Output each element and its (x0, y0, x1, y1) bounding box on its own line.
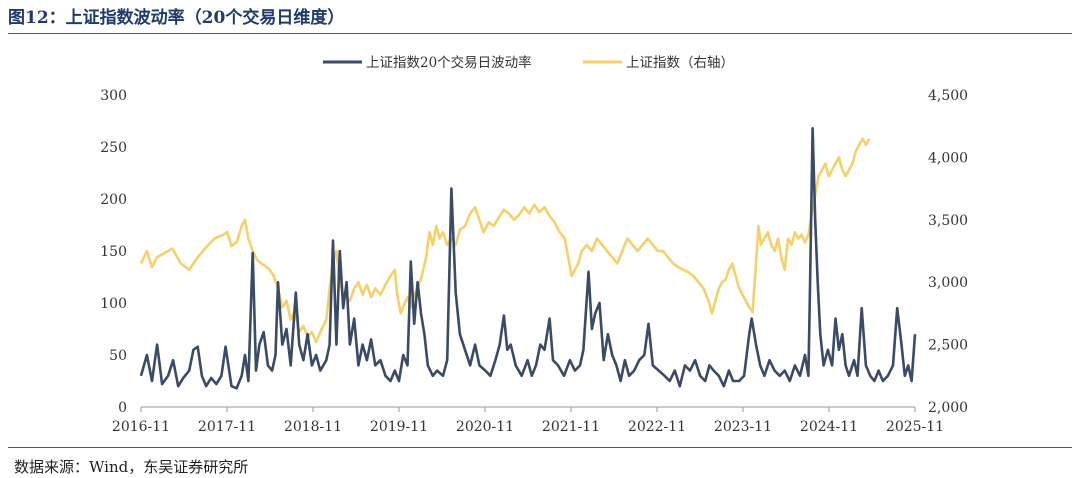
figure-title: 图12：上证指数波动率（20个交易日维度） (8, 8, 345, 28)
y-right-tick-label: 2,500 (928, 338, 968, 354)
top-rule (8, 33, 1072, 34)
bottom-rule (8, 447, 1072, 448)
x-tick-label: 2020-11 (456, 419, 514, 435)
y-left-tick-label: 300 (100, 88, 127, 104)
y-right-tick-label: 4,000 (928, 150, 968, 166)
y-left-tick-label: 250 (100, 140, 127, 156)
left-y-axis: 0 50 100 150 200 250 300 (100, 88, 127, 416)
right-y-axis: 2,000 2,500 3,000 3,500 4,000 4,500 (928, 88, 968, 416)
y-right-tick-label: 4,500 (928, 88, 968, 104)
x-tick-label: 2025-11 (886, 419, 944, 435)
legend-label-index: 上证指数（右轴） (626, 55, 734, 71)
x-tick-label: 2017-11 (198, 419, 256, 435)
y-right-tick-label: 3,000 (928, 275, 968, 291)
y-left-tick-label: 200 (100, 192, 127, 208)
series-line-volatility (139, 127, 917, 390)
x-tick-label: 2024-11 (800, 419, 858, 435)
legend: 上证指数20个交易日波动率 上证指数（右轴） (323, 54, 734, 71)
y-left-tick-label: 0 (118, 400, 127, 416)
x-tick-label: 2018-11 (284, 419, 342, 435)
legend-label-volatility: 上证指数20个交易日波动率 (366, 54, 532, 71)
x-tick-label: 2019-11 (370, 419, 428, 435)
x-tick-label: 2016-11 (112, 419, 170, 435)
x-tick-label: 2023-11 (714, 419, 772, 435)
y-left-tick-label: 150 (100, 244, 127, 260)
x-tick-label: 2022-11 (628, 419, 686, 435)
x-tick-label: 2021-11 (542, 419, 600, 435)
y-left-tick-label: 50 (109, 348, 127, 364)
source-note: 数据来源：Wind，东吴证券研究所 (14, 458, 249, 476)
y-left-tick-label: 100 (100, 296, 127, 312)
x-axis: 2016-11 2017-11 2018-11 2019-11 2020-11 2021-… (112, 407, 944, 435)
y-right-tick-label: 2,000 (928, 400, 968, 416)
y-right-tick-label: 3,500 (928, 213, 968, 229)
